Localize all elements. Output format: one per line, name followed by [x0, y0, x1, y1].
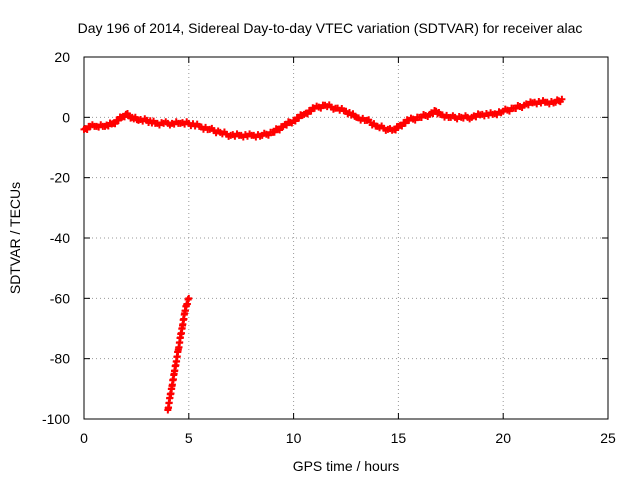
y-tick-label: -20	[50, 170, 70, 186]
x-tick-label: 20	[495, 430, 511, 446]
data-point	[558, 95, 566, 103]
x-tick-label: 5	[185, 430, 193, 446]
data-point	[185, 294, 193, 302]
y-axis: -100 -80 -60 -40 -20 0 20	[42, 49, 608, 427]
y-tick-label: -60	[50, 290, 70, 306]
x-tick-label: 25	[600, 430, 616, 446]
x-tick-label: 15	[391, 430, 407, 446]
y-tick-label: 0	[62, 109, 70, 125]
x-tick-label: 0	[80, 430, 88, 446]
y-tick-label: 20	[54, 49, 70, 65]
series-1	[164, 294, 193, 414]
y-axis-label: SDTVAR / TECUs	[7, 182, 23, 294]
y-tick-label: -100	[42, 411, 70, 427]
data-points	[80, 95, 566, 414]
x-axis: 0 5 10 15 20 25	[80, 57, 616, 446]
chart-title: Day 196 of 2014, Sidereal Day-to-day VTE…	[78, 20, 583, 36]
x-axis-label: GPS time / hours	[293, 458, 400, 474]
y-tick-label: -80	[50, 351, 70, 367]
y-tick-label: -40	[50, 230, 70, 246]
x-tick-label: 10	[286, 430, 302, 446]
series-0	[80, 95, 566, 141]
